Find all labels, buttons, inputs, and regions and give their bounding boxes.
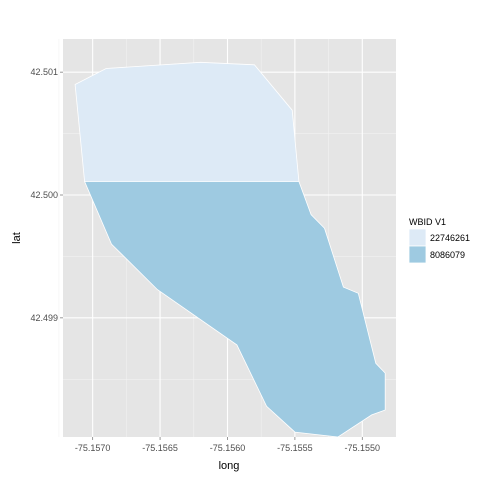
polygon-8086079 (83, 181, 386, 438)
y-axis: 42.499 42.500 42.501 (30, 67, 63, 323)
polygon-22746261 (74, 61, 300, 182)
x-axis: -75.1570 -75.1565 -75.1560 -75.1555 -75.1550 (75, 437, 380, 453)
x-tick-label: -75.1550 (345, 443, 381, 453)
legend-key (408, 228, 427, 247)
legend: WBID V1 22746261 8086079 (408, 217, 470, 264)
x-tick-label: -75.1570 (75, 443, 111, 453)
legend-entries: 22746261 8086079 (408, 228, 470, 264)
y-tick-label: 42.500 (30, 190, 58, 200)
y-axis-title: lat (11, 232, 23, 244)
x-tick-label: -75.1565 (142, 443, 178, 453)
legend-key (408, 245, 427, 264)
y-tick-label: 42.499 (30, 313, 58, 323)
x-tick-label: -75.1560 (210, 443, 246, 453)
legend-label: 8086079 (430, 250, 465, 260)
x-tick-label: -75.1555 (277, 443, 313, 453)
x-axis-title: long (219, 460, 240, 472)
map-polygons (74, 61, 386, 438)
y-tick-label: 42.501 (30, 67, 58, 77)
legend-label: 22746261 (430, 233, 470, 243)
legend-title: WBID V1 (409, 217, 446, 227)
